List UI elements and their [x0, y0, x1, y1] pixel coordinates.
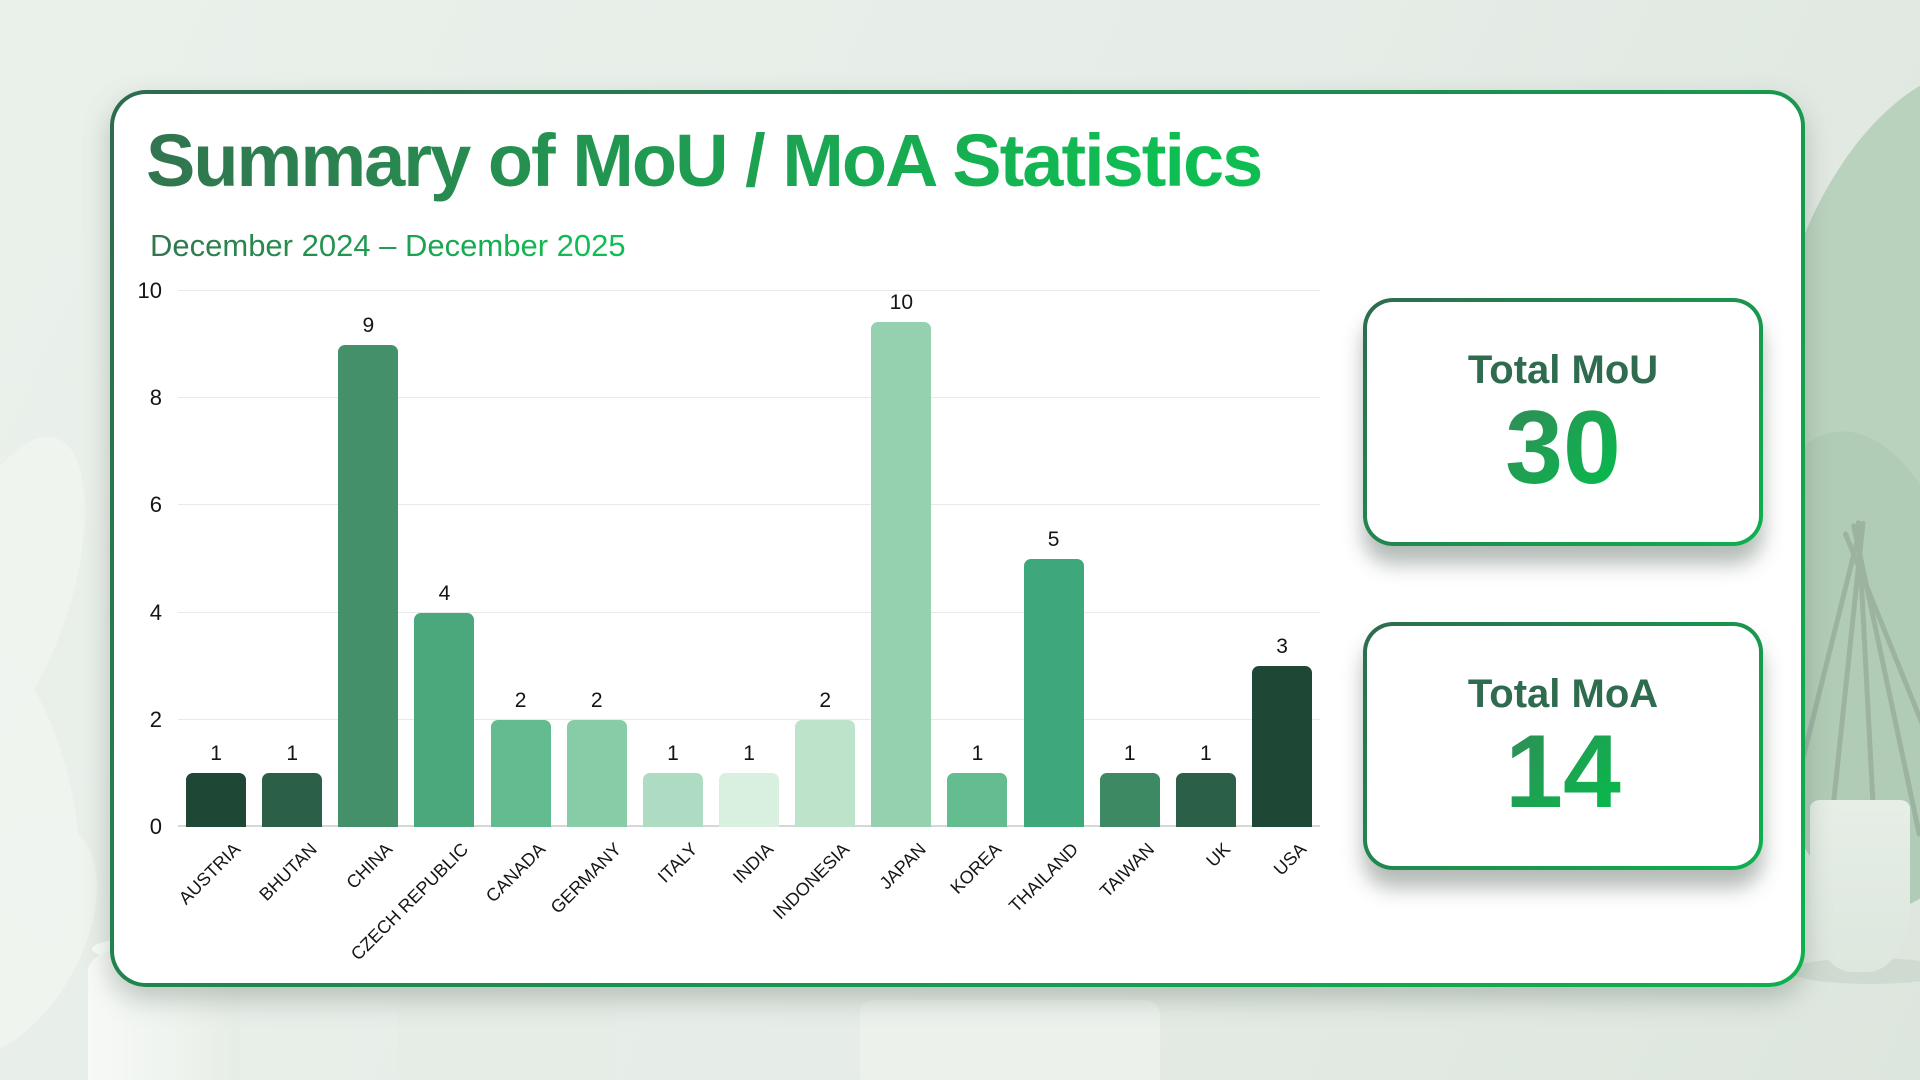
total-mou-card: Total MoU 30 [1363, 298, 1763, 546]
bar-value-label: 2 [514, 688, 527, 712]
gridline [178, 718, 1320, 720]
bar-usa [1252, 666, 1313, 827]
bar-slot: 2 GERMANY [546, 291, 635, 917]
gridline [178, 397, 1320, 399]
total-moa-label: Total MoA [1467, 672, 1659, 717]
bar-value-label: 1 [286, 742, 299, 766]
y-axis-labels: 0 2 4 6 8 10 [114, 278, 162, 839]
bar-slot: 5 THAILAND [1005, 291, 1092, 916]
bar-value-label: 1 [971, 742, 984, 766]
y-tick-label: 10 [137, 278, 162, 303]
x-tick-label: INDIA [729, 839, 778, 888]
bar-value-label: 1 [743, 742, 755, 766]
x-tick-label: CANADA [481, 839, 549, 907]
bar-value-label: 4 [438, 581, 451, 605]
x-tick-label: ITALY [653, 839, 702, 887]
bar-slot: 1 TAIWAN [1092, 291, 1168, 901]
bar-italy [642, 773, 703, 827]
bar-value-label: 2 [590, 688, 603, 712]
bar-slot: 4 CZECH REPUBLIC [347, 291, 482, 964]
bar-slot: 1 KOREA [939, 291, 1015, 898]
total-moa-card: Total MoA 14 [1363, 622, 1763, 870]
bar-bhutan [262, 773, 323, 827]
bar-slot: 2 INDONESIA [769, 291, 863, 923]
bar-germany [566, 719, 627, 827]
main-panel: Summary of MoU / MoA Statistics December… [114, 94, 1801, 983]
gridline [178, 504, 1320, 506]
total-mou-label: Total MoU [1467, 348, 1659, 393]
bar-austria [186, 773, 247, 827]
bar-value-label: 9 [362, 313, 375, 337]
bar-slot: 1 ITALY [635, 291, 711, 887]
gridline [178, 611, 1320, 613]
bar-czech-republic [414, 612, 475, 827]
x-tick-label: TAIWAN [1095, 839, 1158, 902]
bar-value-label: 3 [1276, 635, 1288, 659]
x-tick-label: CHINA [342, 839, 397, 893]
x-tick-label: BHUTAN [254, 839, 321, 905]
bar-uk [1175, 773, 1236, 827]
y-tick-label: 0 [149, 814, 162, 839]
bar-value-label: 10 [889, 291, 914, 314]
bar-thailand [1023, 559, 1084, 827]
bar-slot: 2 CANADA [482, 291, 559, 906]
bar-value-label: 1 [667, 742, 679, 766]
y-tick-label: 4 [149, 599, 162, 625]
bar-value-label: 1 [210, 742, 222, 766]
bar-slot: 1 INDIA [711, 291, 787, 887]
plot-area: 1 AUSTRIA 1 BHUTAN 9 CHINA 4 CZECH REPUBLIC 2 CAN… [175, 290, 1320, 964]
bars: 1 AUSTRIA 1 BHUTAN 9 CHINA 4 CZECH REPUBLIC 2 CAN… [175, 291, 1320, 964]
total-moa-card-body: Total MoA 14 [1367, 626, 1759, 866]
x-tick-label: THAILAND [1004, 839, 1082, 917]
bar-china [338, 344, 399, 827]
bar-slot: 10 JAPAN [863, 291, 939, 893]
bar-slot: 1 UK [1168, 291, 1244, 871]
total-moa-value: 14 [1505, 714, 1621, 831]
y-tick-label: 8 [149, 385, 162, 411]
bar-indonesia [795, 719, 856, 827]
bar-slot: 3 USA [1244, 291, 1320, 879]
slab-decoration [398, 990, 616, 1080]
total-mou-card-body: Total MoU 30 [1367, 302, 1759, 542]
y-tick-label: 6 [149, 492, 162, 518]
main-panel-frame: Summary of MoU / MoA Statistics December… [110, 90, 1805, 987]
bar-taiwan [1099, 773, 1160, 827]
bar-india [719, 773, 780, 827]
total-mou-value: 30 [1505, 390, 1621, 507]
y-tick-label: 2 [149, 706, 162, 732]
bar-value-label: 5 [1047, 528, 1060, 551]
bar-value-label: 1 [1200, 742, 1212, 766]
bar-japan [871, 322, 932, 827]
bar-slot: 1 AUSTRIA [175, 291, 254, 908]
plant-pot [1810, 800, 1910, 972]
x-tick-label: JAPAN [875, 839, 930, 894]
x-tick-label: UK [1202, 839, 1235, 871]
x-tick-label: INDONESIA [769, 839, 854, 924]
x-tick-label: GERMANY [546, 839, 625, 918]
x-tick-label: KOREA [946, 839, 1006, 898]
page-title: Summary of MoU / MoA Statistics [146, 119, 1263, 202]
slab-decoration [860, 1000, 1160, 1080]
bar-value-label: 2 [819, 688, 832, 712]
x-tick-label: USA [1269, 839, 1311, 880]
page-subtitle: December 2024 – December 2025 [150, 228, 626, 263]
x-tick-label: AUSTRIA [174, 839, 245, 909]
bar-korea [947, 773, 1008, 827]
bar-canada [490, 719, 551, 827]
bar-slot: 1 BHUTAN [254, 291, 330, 905]
bar-value-label: 1 [1123, 742, 1136, 766]
gridline [178, 290, 1320, 291]
bar-slot: 9 CHINA [330, 291, 406, 893]
